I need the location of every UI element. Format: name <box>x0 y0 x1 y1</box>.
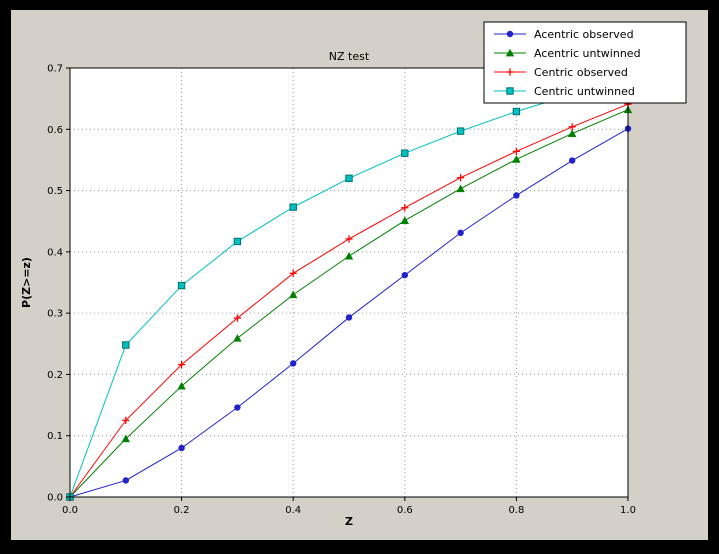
x-tick-label: 0.8 <box>508 505 524 516</box>
y-tick-label: 0.2 <box>47 370 63 381</box>
square-marker <box>289 203 297 211</box>
square-marker <box>177 281 186 290</box>
legend-entry: Acentric observed <box>494 28 634 41</box>
circle-marker <box>513 192 520 199</box>
y-tick-label: 0.6 <box>47 125 63 136</box>
square-marker <box>456 127 465 135</box>
plot-area <box>70 68 628 497</box>
x-axis-label: Z <box>345 515 353 528</box>
circle-marker <box>345 314 353 321</box>
triangle-marker <box>400 216 409 225</box>
y-tick-label: 0.1 <box>47 431 63 442</box>
legend-label: Centric observed <box>534 66 628 79</box>
square-marker <box>345 174 353 183</box>
axes-border <box>69 67 629 498</box>
triangle-marker <box>121 434 130 443</box>
triangle-marker <box>512 155 521 163</box>
circle-marker <box>178 444 185 452</box>
legend: Acentric observed Acentric untwinned Centr… <box>483 21 687 104</box>
x-tick-label: 1.0 <box>620 505 636 516</box>
y-tick-label: 0.5 <box>47 186 63 197</box>
legend-label: Centric untwinned <box>534 85 635 98</box>
x-tick-label: 0.4 <box>285 505 301 516</box>
y-axis-label: P(Z>=z) <box>20 257 33 308</box>
x-tick-label: 0.2 <box>174 505 190 516</box>
circle-marker <box>401 271 408 279</box>
triangle-marker <box>456 184 465 193</box>
legend-entry: Acentric untwinned <box>494 47 641 60</box>
square-marker <box>401 149 409 157</box>
y-tick-label: 0.3 <box>47 309 63 320</box>
chart-title: NZ test <box>329 50 370 63</box>
legend-entry: Centric untwinned <box>494 85 635 98</box>
triangle-marker <box>505 48 515 57</box>
triangle-marker <box>568 129 577 137</box>
y-tick-label: 0.4 <box>47 247 63 258</box>
circle-marker <box>122 477 129 484</box>
x-tick-label: 0.0 <box>62 505 78 516</box>
circle-marker <box>569 157 576 164</box>
y-tick-label: 0.7 <box>47 64 63 75</box>
axis-ticks: 0.0 0.2 0.4 0.6 0.8 1.0 0.0 0.1 0.2 0.3 0.4 0.5 0.6 0… <box>47 64 636 517</box>
y-tick-label: 0.0 <box>47 493 63 504</box>
legend-entry: Centric observed <box>494 66 628 79</box>
square-marker <box>506 87 514 95</box>
legend-box <box>483 21 687 104</box>
triangle-marker <box>177 381 186 390</box>
circle-marker <box>290 360 297 367</box>
triangle-marker <box>289 290 298 299</box>
square-marker <box>233 237 242 246</box>
series-acentric-untwinned <box>65 105 633 501</box>
circle-marker <box>457 229 464 237</box>
legend-label: Acentric untwinned <box>534 47 641 60</box>
circle-marker <box>234 404 241 411</box>
circle-marker <box>506 30 514 38</box>
square-marker <box>512 107 521 116</box>
square-marker <box>122 341 130 349</box>
legend-label: Acentric observed <box>534 28 634 41</box>
triangle-marker <box>344 251 354 260</box>
x-tick-label: 0.6 <box>397 505 413 516</box>
triangle-marker <box>233 334 242 342</box>
